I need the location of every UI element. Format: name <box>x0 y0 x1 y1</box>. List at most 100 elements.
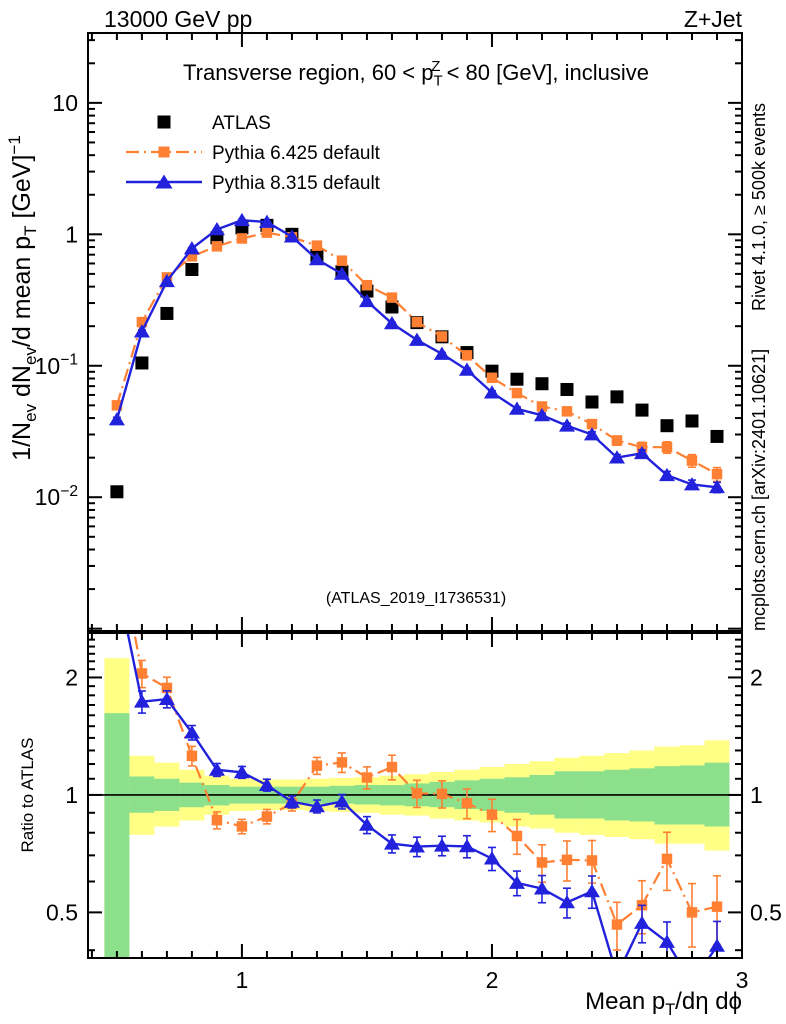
data-point <box>112 533 123 544</box>
data-point <box>311 240 323 251</box>
data-point <box>211 241 223 252</box>
data-point <box>408 332 425 346</box>
data-point <box>283 794 300 808</box>
data-point <box>333 794 350 808</box>
data-point <box>511 830 523 842</box>
series-pythia6-ratio <box>112 533 723 951</box>
data-point <box>336 255 348 266</box>
ytick-label-main: 10−2 <box>35 483 78 510</box>
data-point <box>586 418 598 430</box>
data-point <box>658 934 675 948</box>
legend: ATLAS Pythia 6.425 default Pythia 8.315 … <box>126 113 381 194</box>
legend-label-pythia8: Pythia 8.315 default <box>212 173 381 194</box>
ytick-label-main: 1 <box>65 221 78 247</box>
data-point <box>458 362 475 376</box>
data-point <box>433 346 450 360</box>
data-point <box>385 300 399 314</box>
data-point <box>258 214 275 228</box>
data-point <box>585 395 599 409</box>
legend-label-atlas: ATLAS <box>212 113 271 134</box>
ytick-label-ratio-left: 2 <box>65 664 78 690</box>
data-point <box>308 798 325 813</box>
data-point <box>383 836 400 850</box>
series-atlas-main <box>110 218 724 499</box>
data-point <box>433 838 450 852</box>
xlabel: Mean pT/dη dϕ <box>585 988 742 1019</box>
legend-marker-atlas-icon <box>157 115 171 129</box>
data-point <box>586 855 598 866</box>
data-point <box>660 419 674 433</box>
data-point <box>633 445 650 460</box>
xtick-label: 1 <box>236 967 249 993</box>
data-point <box>560 382 574 396</box>
main-ylabel: 1/Nev dNev/d mean pT [GeV]−1 <box>5 135 40 461</box>
legend-marker-pythia6-icon <box>158 146 170 158</box>
data-point <box>511 387 523 399</box>
data-point <box>583 427 600 441</box>
data-point <box>561 406 573 417</box>
data-point <box>711 468 723 480</box>
watermark: (ATLAS_2019_I1736531) <box>326 590 506 607</box>
ytick-label-ratio-right: 1 <box>750 782 763 808</box>
series-pythia6-main <box>111 227 723 483</box>
data-point <box>135 356 149 370</box>
ytick-label-ratio-right: 2 <box>750 664 763 690</box>
data-point <box>408 839 425 853</box>
data-point <box>233 764 250 779</box>
data-point <box>158 691 175 706</box>
data-point <box>711 901 723 912</box>
data-point <box>233 212 250 227</box>
data-point <box>658 467 675 482</box>
series-pythia8-main <box>108 212 725 494</box>
data-point <box>535 377 549 391</box>
data-point <box>386 292 398 303</box>
data-point <box>208 221 225 236</box>
data-point <box>161 682 173 694</box>
data-point <box>686 907 698 918</box>
data-point <box>358 293 375 308</box>
ytick-label-ratio-left: 0.5 <box>46 899 78 925</box>
data-point <box>611 919 623 930</box>
ytick-label-main: 10−1 <box>35 352 78 379</box>
data-point <box>185 262 199 276</box>
data-point <box>183 725 200 739</box>
data-point <box>386 761 398 773</box>
data-point <box>111 400 123 411</box>
ratio-ylabel: Ratio to ATLAS <box>18 738 37 853</box>
series-pythia8-ratio <box>126 634 725 957</box>
data-point <box>533 881 550 895</box>
data-point <box>708 479 725 494</box>
data-point <box>685 414 699 428</box>
process-label: Z+Jet <box>684 6 743 32</box>
data-point <box>311 760 323 771</box>
data-point <box>608 450 625 464</box>
data-point <box>683 477 700 491</box>
data-point <box>558 418 575 432</box>
data-point <box>436 331 448 342</box>
data-point <box>186 750 198 762</box>
data-point <box>611 435 623 446</box>
data-point <box>633 915 650 929</box>
xtick-label: 2 <box>486 967 499 993</box>
data-point <box>411 316 423 328</box>
data-point <box>133 694 150 708</box>
data-point <box>108 412 125 426</box>
data-point <box>536 401 548 412</box>
data-point <box>186 251 198 262</box>
ytick-label-main: 10 <box>52 90 78 116</box>
data-point <box>261 811 273 822</box>
data-point <box>158 273 175 288</box>
data-point <box>510 372 524 386</box>
data-point <box>383 316 400 330</box>
chart-panels: Transverse region, 60 < pTZ < 80 [GeV], … <box>5 32 782 1019</box>
data-point <box>261 227 273 238</box>
data-point <box>483 851 500 865</box>
data-point <box>361 772 373 783</box>
data-point <box>208 762 225 776</box>
ytick-label-ratio-right: 0.5 <box>750 899 782 925</box>
data-point <box>508 401 525 415</box>
ytick-label-ratio-left: 1 <box>65 782 78 808</box>
data-point <box>236 821 248 832</box>
data-point <box>211 814 223 826</box>
data-point <box>483 385 500 399</box>
